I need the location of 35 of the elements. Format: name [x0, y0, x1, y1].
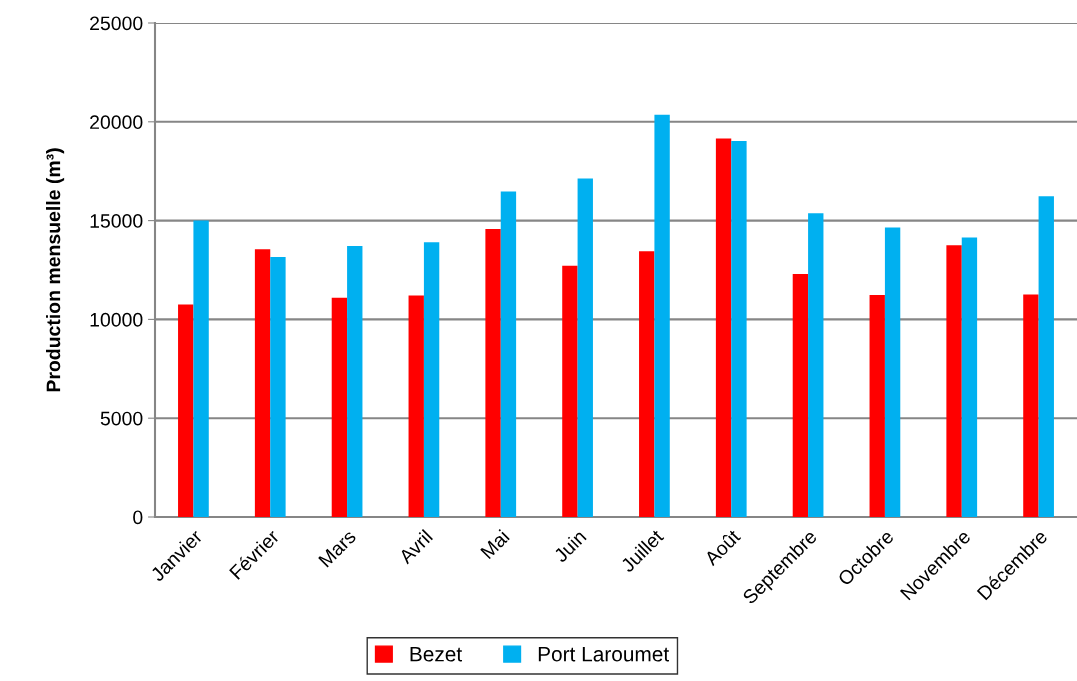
bar — [423, 242, 440, 517]
legend-label: Port Laroumet — [538, 647, 669, 662]
bar — [639, 251, 655, 517]
y-tick-label: 20000 — [90, 115, 143, 130]
bar — [577, 178, 593, 517]
y-tick-label: 15000 — [90, 214, 143, 228]
y-axis-title: Production mensuelle (m³) — [46, 148, 65, 392]
bar — [270, 256, 286, 517]
bar — [500, 191, 517, 517]
bar — [193, 220, 209, 517]
legend-label: Bezet — [410, 647, 462, 662]
y-tick-label: 10000 — [90, 312, 143, 327]
bar — [347, 245, 363, 517]
bar — [254, 249, 271, 517]
y-tick-label: 25000 — [90, 16, 143, 31]
bar — [715, 138, 732, 517]
x-tick-label: Juin — [552, 529, 587, 564]
bar — [731, 140, 747, 517]
bar — [1023, 294, 1039, 517]
bar — [808, 213, 824, 517]
x-tick-label: Mai — [479, 529, 510, 560]
bar — [178, 304, 194, 517]
bar — [654, 114, 670, 517]
bar — [884, 227, 901, 517]
bar — [331, 297, 348, 517]
bar — [946, 245, 962, 517]
bar — [792, 273, 809, 517]
bar — [1038, 196, 1054, 517]
bar — [869, 294, 885, 517]
y-tick-label: 5000 — [100, 411, 143, 426]
y-tick-label: 0 — [133, 510, 143, 525]
bar — [408, 295, 424, 517]
bar — [485, 228, 501, 517]
bar — [562, 265, 578, 517]
bar — [961, 237, 978, 517]
